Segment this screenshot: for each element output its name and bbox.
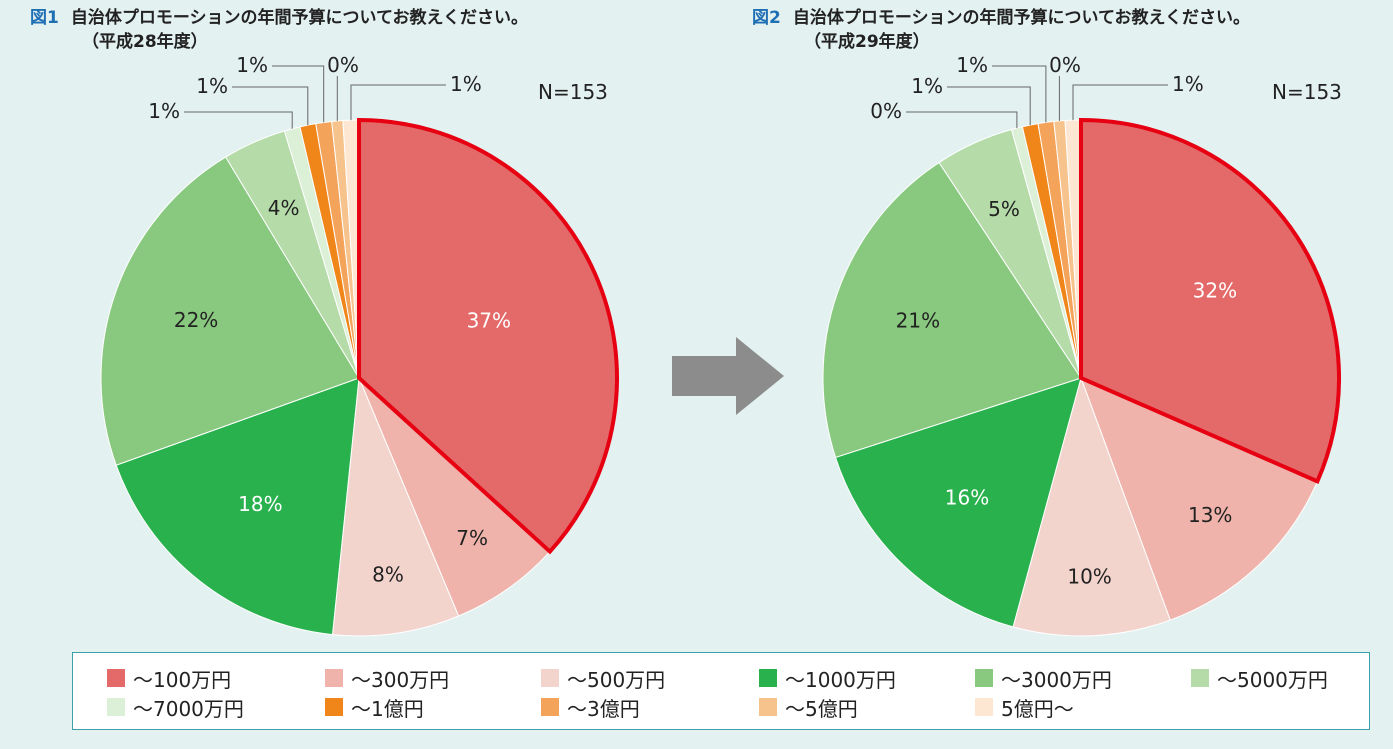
legend: ～100万円 ～300万円 ～500万円 ～1000万円 ～3000万円 ～5000万円 ～… [72, 652, 1370, 730]
legend-label: ～1000万円 [785, 667, 896, 692]
legend-item: ～5000万円 [1191, 665, 1328, 692]
legend-label: ～5000万円 [1217, 667, 1328, 692]
legend-item: ～300万円 [325, 665, 450, 692]
slice-callout-label: 0% [327, 53, 359, 77]
pie-slice [1080, 377, 1319, 621]
slice-callout-label: 1% [450, 72, 482, 96]
callout-leader-line [992, 65, 1047, 123]
slice-callout-label: 0% [1049, 53, 1081, 77]
legend-item: ～3000万円 [975, 665, 1112, 692]
slice-value-label: 13% [1188, 503, 1232, 527]
callout-leader-line [350, 84, 446, 121]
legend-item: ～1000万円 [759, 665, 896, 692]
legend-swatch [541, 669, 559, 687]
slice-value-label: 37% [467, 309, 511, 333]
slice-value-label: 18% [238, 492, 282, 516]
slice-value-label: 4% [268, 196, 300, 220]
legend-swatch [107, 669, 125, 687]
slice-callout-label: 1% [236, 53, 268, 77]
legend-swatch [541, 698, 559, 716]
legend-swatch [975, 669, 993, 687]
legend-label: ～100万円 [133, 667, 232, 692]
legend-swatch [1191, 669, 1209, 687]
figure-2-subtitle: （平成29年度） [804, 32, 930, 52]
legend-item: ～3億円 [541, 694, 640, 721]
legend-item: ～500万円 [541, 665, 666, 692]
pie-slice [331, 377, 460, 637]
legend-label: ～300万円 [351, 667, 450, 692]
legend-swatch [107, 698, 125, 716]
highlighted-slice-outline [357, 117, 619, 555]
slice-value-label: 21% [896, 309, 940, 333]
slice-value-label: 22% [174, 308, 218, 332]
callout-leader-line [906, 111, 1018, 129]
figure-1-number: 図1 [30, 8, 59, 28]
figure-1-subtitle: （平成28年度） [82, 32, 208, 52]
legend-swatch [325, 669, 343, 687]
figure-2-number: 図2 [752, 8, 781, 28]
legend-label: ～1億円 [351, 696, 424, 721]
legend-swatch [975, 698, 993, 716]
figure-1-question: 自治体プロモーションの年間予算についてお教えください。 [70, 8, 528, 28]
slice-value-label: 7% [456, 526, 488, 550]
legend-swatch [759, 698, 777, 716]
chart-2-sample-size: N=153 [1272, 80, 1342, 104]
legend-item: ～7000万円 [107, 694, 244, 721]
legend-label: ～3億円 [567, 696, 640, 721]
callout-leader-line [272, 65, 325, 123]
pie-slice [115, 377, 360, 636]
pie-slice [1012, 376, 1171, 637]
legend-label: 5億円～ [1001, 696, 1074, 721]
legend-label: ～7000万円 [133, 696, 244, 721]
slice-callout-label: 1% [956, 53, 988, 77]
legend-label: ～500万円 [567, 667, 666, 692]
right-arrow-icon [672, 337, 784, 415]
slice-value-label: 8% [372, 563, 404, 587]
chart-1-sample-size: N=153 [538, 80, 608, 104]
callout-leader-line [1072, 84, 1168, 121]
legend-swatch [325, 698, 343, 716]
slice-callout-label: 1% [148, 99, 180, 123]
legend-swatch [759, 669, 777, 687]
pie-slice [822, 161, 1082, 459]
figure-1-title: 図1 自治体プロモーションの年間予算についてお教えください。 （平成28年度） [30, 6, 528, 54]
pie-slice [358, 377, 551, 617]
slice-value-label: 32% [1193, 278, 1237, 302]
highlighted-slice-outline [1079, 117, 1341, 484]
pie-slice [100, 156, 360, 466]
slice-callout-label: 1% [196, 74, 228, 98]
legend-item: 5億円～ [975, 694, 1074, 721]
legend-item: ～1億円 [325, 694, 424, 721]
legend-item: ～5億円 [759, 694, 858, 721]
callout-leader-line [184, 111, 293, 129]
legend-label: ～3000万円 [1001, 667, 1112, 692]
pie-slice [834, 377, 1082, 628]
callout-leader-line [232, 86, 309, 126]
slice-value-label: 10% [1067, 565, 1111, 589]
figure-2-question: 自治体プロモーションの年間予算についてお教えください。 [792, 8, 1250, 28]
slice-value-label: 16% [945, 485, 989, 509]
callout-leader-line [947, 86, 1031, 126]
slice-callout-label: 1% [911, 74, 943, 98]
figure-2-title: 図2 自治体プロモーションの年間予算についてお教えください。 （平成29年度） [752, 6, 1250, 54]
legend-label: ～5億円 [785, 696, 858, 721]
slice-callout-label: 1% [1172, 72, 1204, 96]
slice-callout-label: 0% [870, 99, 902, 123]
slice-value-label: 5% [988, 197, 1020, 221]
legend-item: ～100万円 [107, 665, 232, 692]
